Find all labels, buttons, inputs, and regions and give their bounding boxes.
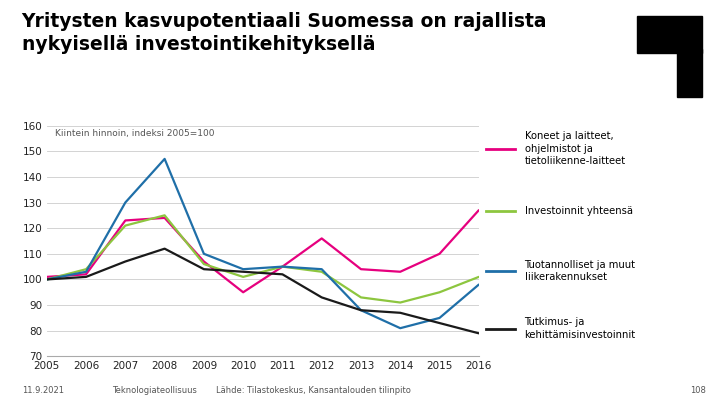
Text: Yritysten kasvupotentiaali Suomessa on rajallista
nykyisellä investointikehityks: Yritysten kasvupotentiaali Suomessa on r… (22, 12, 547, 54)
Text: Tuotannolliset ja muut
liikerakennukset: Tuotannolliset ja muut liikerakennukset (525, 260, 636, 282)
Bar (637, 16, 702, 53)
Text: Tutkimus- ja
kehittämisinvestoinnit: Tutkimus- ja kehittämisinvestoinnit (525, 317, 636, 340)
Bar (677, 49, 702, 97)
Text: Kiintein hinnoin, indeksi 2005=100: Kiintein hinnoin, indeksi 2005=100 (55, 129, 215, 138)
Text: Lähde: Tilastokeskus, Kansantalouden tilinpito: Lähde: Tilastokeskus, Kansantalouden til… (216, 386, 411, 395)
Text: Teknologiateollisuus: Teknologiateollisuus (112, 386, 197, 395)
Text: 108: 108 (690, 386, 706, 395)
Text: Investoinnit yhteensä: Investoinnit yhteensä (525, 206, 633, 216)
Text: 11.9.2021: 11.9.2021 (22, 386, 63, 395)
Text: Koneet ja laitteet,
ohjelmistot ja
tietoliikenne-laitteet: Koneet ja laitteet, ohjelmistot ja tieto… (525, 131, 626, 166)
